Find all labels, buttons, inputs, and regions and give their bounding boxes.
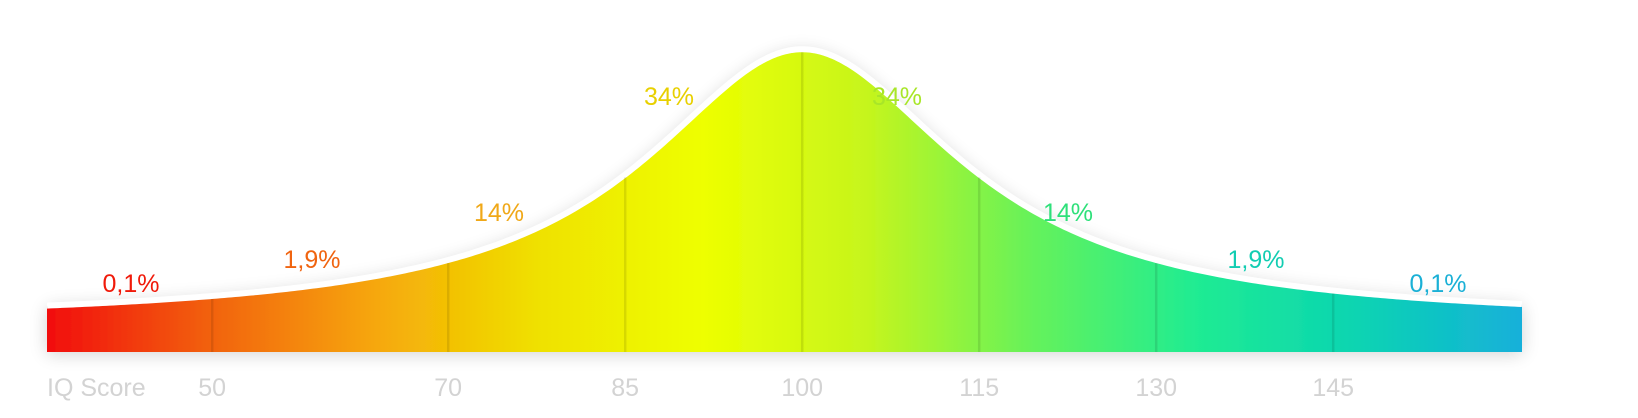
band-label-3: 34% [644, 83, 694, 111]
x-axis: IQ Score 50 70 85 100 115 130 145 [47, 374, 1354, 402]
plot-area [46, 46, 1523, 352]
tick-label-130: 130 [1135, 374, 1177, 402]
tick-label-70: 70 [434, 374, 462, 402]
band-label-2: 14% [474, 199, 524, 227]
band-label-7: 0,1% [1410, 270, 1467, 298]
tick-label-85: 85 [611, 374, 639, 402]
percent-labels: 0,1% 1,9% 14% 34% 34% 14% 1,9% 0,1% [103, 83, 1467, 298]
band-label-0: 0,1% [103, 270, 160, 298]
band-label-4: 34% [872, 83, 922, 111]
tick-label-115: 115 [959, 374, 999, 402]
tick-label-145: 145 [1312, 374, 1354, 402]
band-label-6: 1,9% [1228, 246, 1285, 274]
band-label-1: 1,9% [284, 246, 341, 274]
distribution-outline [46, 46, 1523, 309]
tick-label-100: 100 [781, 374, 823, 402]
distribution-area [47, 49, 1522, 352]
band-label-5: 14% [1043, 199, 1093, 227]
tick-label-50: 50 [198, 374, 226, 402]
x-axis-title: IQ Score [47, 374, 146, 402]
